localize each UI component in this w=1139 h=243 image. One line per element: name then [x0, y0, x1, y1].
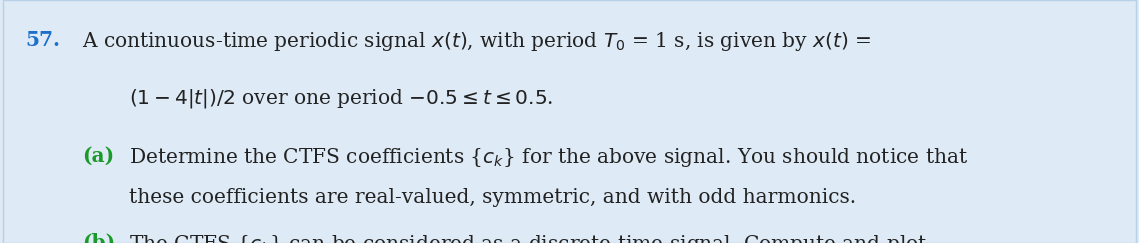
- Text: A continuous-time periodic signal $x(t)$, with period $T_0$ = 1 s, is given by $: A continuous-time periodic signal $x(t)$…: [82, 30, 871, 53]
- Text: these coefficients are real-valued, symmetric, and with odd harmonics.: these coefficients are real-valued, symm…: [129, 188, 855, 207]
- FancyBboxPatch shape: [3, 0, 1136, 243]
- Text: The CTFS {$c_k$} can be considered as a discrete-time signal. Compute and plot: The CTFS {$c_k$} can be considered as a …: [129, 233, 927, 243]
- Text: $(1 - 4|t|)/2$ over one period $-0.5 \leq t \leq 0.5$.: $(1 - 4|t|)/2$ over one period $-0.5 \le…: [129, 87, 554, 111]
- Text: (b): (b): [82, 233, 115, 243]
- Text: (a): (a): [82, 146, 114, 166]
- Text: Determine the CTFS coefficients {$c_k$} for the above signal. You should notice : Determine the CTFS coefficients {$c_k$} …: [129, 146, 968, 169]
- Text: 57.: 57.: [25, 30, 60, 50]
